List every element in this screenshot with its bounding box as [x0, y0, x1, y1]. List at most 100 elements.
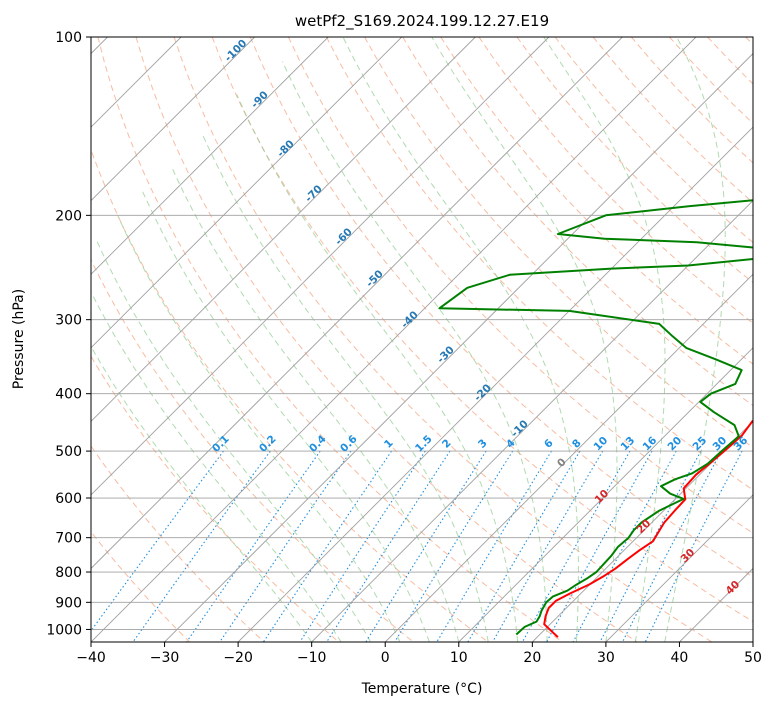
series-layer: [438, 199, 753, 638]
isotherm: [384, 273, 753, 642]
y-tick-label: 700: [55, 531, 82, 547]
mixing-ratio-line: [91, 450, 224, 632]
isotherm: [458, 347, 753, 642]
humidity-line-label: -40: [399, 309, 421, 331]
mixing-ratio-label: 13: [618, 434, 637, 453]
humidity-line-label: -20: [472, 382, 494, 404]
x-tick-label: −30: [150, 650, 180, 666]
x-tick-label: −20: [223, 650, 253, 666]
mixing-ratio-label: 16: [640, 434, 659, 453]
temperature-line: [543, 419, 753, 638]
dry-adiabat: [707, 37, 753, 85]
moist-adiabat: [140, 187, 430, 642]
dry-adiabat: [326, 37, 753, 491]
mixing-ratio-line: [326, 450, 451, 642]
y-axis-label: Pressure (hPa): [11, 289, 27, 389]
background-lines: [91, 37, 753, 642]
y-tick-label: 200: [55, 208, 82, 224]
mixing-ratio-label: 6: [542, 437, 556, 451]
y-tick-label: 400: [55, 387, 82, 403]
isotherm: [91, 37, 697, 642]
isotherm: [532, 420, 753, 642]
dry-adiabat: [97, 37, 563, 642]
y-tick-label: 900: [55, 595, 82, 611]
x-tick-label: 40: [671, 650, 689, 666]
moist-adiabat: [282, 61, 548, 642]
isotherm: [91, 37, 550, 496]
dewpoint-line: [438, 199, 753, 636]
x-tick-label: 10: [450, 650, 468, 666]
y-tick-label: 1000: [46, 622, 82, 638]
humidity-line-label: -100: [222, 37, 249, 64]
dry-adiabat: [91, 531, 191, 642]
mixing-ratio-line: [622, 450, 722, 642]
humidity-line-label: -90: [249, 89, 271, 111]
moist-adiabat: [342, 37, 579, 642]
isotherm: [91, 37, 329, 275]
mixing-ratio-label: 36: [731, 434, 750, 453]
dry-adiabat: [249, 37, 753, 578]
moist-adiabat: [91, 290, 342, 642]
y-tick-label: 500: [55, 444, 82, 460]
mixing-ratio-label: 8: [570, 437, 584, 451]
mixing-ratio-line: [492, 450, 604, 642]
isotherm: [91, 37, 623, 570]
y-tick-label: 300: [55, 313, 82, 329]
moist-adiabat: [95, 239, 371, 642]
moist-adiabat: [201, 132, 489, 642]
dry-adiabat: [91, 355, 340, 642]
humidity-line-label: -60: [333, 226, 355, 248]
mixing-ratio-line: [599, 450, 702, 642]
dry-adiabat: [91, 148, 489, 642]
mixing-ratio-line: [299, 450, 426, 642]
moist-adiabat: [170, 165, 460, 642]
axes: −40 −30 −20 −10 0 10 20 30 40 5010020030040050060…: [46, 30, 762, 666]
y-tick-label: 100: [55, 30, 82, 46]
moist-adiabat: [543, 37, 666, 642]
mixing-ratio-line: [467, 450, 581, 642]
moist-adiabat: [117, 215, 401, 642]
mixing-ratio-label: 3: [476, 437, 490, 451]
mixing-ratio-line: [546, 450, 653, 642]
dry-adiabat: [211, 37, 753, 623]
dry-adiabat: [440, 37, 753, 365]
dry-adiabat: [402, 37, 753, 407]
dry-adiabat: [745, 37, 753, 46]
moist-adiabat: [664, 37, 726, 642]
humidity-line-label: -30: [435, 344, 457, 366]
theta-line-label: 40: [723, 578, 742, 597]
mixing-ratio-label: 25: [690, 434, 709, 453]
humidity-line-label: -70: [303, 183, 325, 205]
humidity-line-label: -80: [275, 138, 297, 160]
mixing-ratio-line: [436, 450, 552, 642]
x-tick-label: 0: [381, 650, 390, 666]
mixing-ratio-label: 10: [591, 434, 610, 453]
x-axis-label: Temperature (°C): [361, 681, 483, 697]
y-tick-label: 600: [55, 491, 82, 507]
x-tick-label: −40: [76, 650, 106, 666]
theta-line-label: 10: [592, 487, 611, 506]
dry-adiabat: [91, 445, 265, 642]
dry-adiabat: [478, 37, 753, 324]
moist-adiabat: [236, 94, 519, 642]
theta-line-label: 20: [634, 517, 653, 536]
moist-adiabat: [431, 37, 618, 642]
mixing-ratio-label: 2: [440, 437, 454, 451]
chart-title: wetPf2_S169.2024.199.12.27.E19: [295, 12, 549, 31]
isotherm: [752, 641, 753, 642]
isotherm: [311, 200, 753, 642]
grid: [91, 37, 753, 642]
dry-adiabat: [173, 37, 713, 642]
isotherm: [91, 37, 403, 349]
mixing-ratio-line: [263, 450, 392, 642]
y-tick-label: 800: [55, 565, 82, 581]
mixing-ratio-line: [186, 450, 321, 642]
humidity-line-label: -50: [364, 268, 386, 290]
humidity-line-label: 0: [555, 456, 569, 470]
theta-line-label: 30: [678, 546, 697, 565]
dry-adiabat: [135, 37, 638, 642]
isotherm: [237, 126, 753, 642]
isotherm: [605, 494, 753, 642]
isotherm: [91, 37, 255, 202]
